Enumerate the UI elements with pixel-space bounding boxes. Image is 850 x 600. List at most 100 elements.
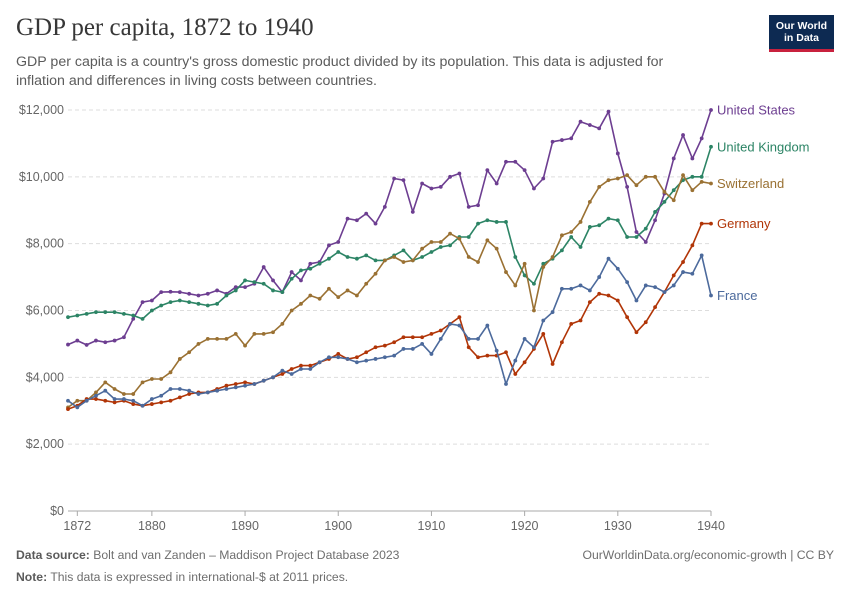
data-point: [224, 387, 229, 391]
data-point: [671, 283, 676, 288]
data-point: [327, 286, 331, 291]
data-point: [578, 283, 583, 288]
data-point: [233, 331, 238, 336]
data-point: [643, 226, 648, 231]
data-point: [615, 176, 620, 181]
data-point: [327, 355, 331, 360]
data-point: [177, 357, 182, 361]
data-point: [103, 398, 108, 403]
data-point: [587, 123, 592, 127]
data-point: [504, 270, 508, 274]
data-point: [308, 261, 313, 266]
data-point: [578, 245, 583, 249]
data-point: [317, 296, 322, 301]
data-point: [429, 186, 434, 191]
data-point: [131, 392, 136, 396]
data-point: [699, 253, 704, 258]
data-point: [513, 283, 518, 288]
data-point: [112, 310, 117, 315]
data-point: [215, 337, 220, 341]
data-point: [569, 235, 574, 239]
data-point: [308, 293, 313, 298]
data-point: [457, 323, 462, 328]
series-line-germany: [67, 222, 711, 410]
data-point: [448, 174, 452, 179]
data-point: [401, 335, 406, 340]
data-point: [625, 184, 630, 189]
data-point: [373, 258, 378, 263]
data-point: [494, 246, 499, 251]
data-point: [243, 278, 247, 283]
data-point: [75, 398, 80, 403]
data-point: [634, 183, 639, 188]
data-point: [401, 248, 406, 253]
data-point: [476, 355, 480, 360]
data-point: [653, 174, 657, 179]
data-point: [681, 173, 685, 178]
data-point: [224, 337, 229, 341]
data-point: [476, 203, 480, 208]
data-point: [522, 168, 527, 173]
data-point: [662, 290, 667, 295]
data-point: [410, 210, 415, 214]
data-point: [196, 301, 201, 306]
data-point: [233, 385, 238, 390]
data-point: [261, 281, 266, 286]
data-point: [681, 270, 685, 274]
data-point: [84, 398, 89, 403]
source-text[interactable]: Bolt and van Zanden – Maddison Project D…: [93, 548, 400, 562]
data-point: [429, 240, 434, 244]
data-point: [364, 358, 369, 363]
data-point: [140, 316, 145, 321]
data-point: [159, 400, 164, 405]
source-url-link[interactable]: OurWorldinData.org/economic-growth | CC …: [582, 548, 834, 562]
data-point: [606, 109, 611, 114]
data-point: [476, 337, 480, 341]
data-point: [634, 298, 639, 303]
data-point: [122, 311, 126, 316]
data-point: [429, 352, 434, 356]
x-tick-label: 1880: [138, 519, 166, 533]
data-point: [261, 265, 266, 269]
data-point: [66, 342, 70, 347]
series-label: Switzerland: [717, 176, 784, 191]
data-point: [504, 382, 508, 386]
y-tick-label: $8,000: [26, 237, 64, 251]
data-point: [466, 205, 471, 209]
data-point: [336, 355, 341, 360]
data-point: [382, 343, 387, 348]
data-point: [317, 360, 322, 365]
data-point: [410, 335, 415, 340]
note-text: This data is expressed in international-…: [50, 570, 349, 584]
y-tick-label: $12,000: [19, 103, 64, 117]
data-point: [224, 383, 229, 388]
data-point: [569, 136, 574, 141]
data-point: [513, 358, 518, 363]
data-point: [196, 392, 201, 396]
data-point: [327, 243, 331, 248]
data-point: [578, 220, 583, 224]
data-point: [205, 337, 210, 341]
data-point: [112, 400, 117, 405]
data-point: [587, 199, 592, 204]
x-tick-label: 1872: [63, 519, 91, 533]
data-point: [671, 156, 676, 161]
data-point: [522, 360, 527, 365]
data-point: [168, 300, 173, 305]
data-point: [131, 316, 136, 321]
data-point: [103, 340, 108, 345]
data-point: [187, 291, 192, 296]
data-point: [345, 357, 350, 361]
data-point: [615, 151, 620, 156]
data-point: [494, 181, 499, 186]
data-point: [196, 293, 201, 298]
data-point: [280, 372, 285, 376]
data-point: [168, 398, 173, 403]
data-point: [541, 261, 546, 266]
x-tick-label: 1910: [418, 519, 446, 533]
data-point: [690, 243, 695, 248]
data-point: [289, 372, 294, 376]
data-point: [690, 271, 695, 276]
owid-logo[interactable]: Our World in Data: [769, 15, 834, 52]
data-point: [159, 290, 164, 295]
